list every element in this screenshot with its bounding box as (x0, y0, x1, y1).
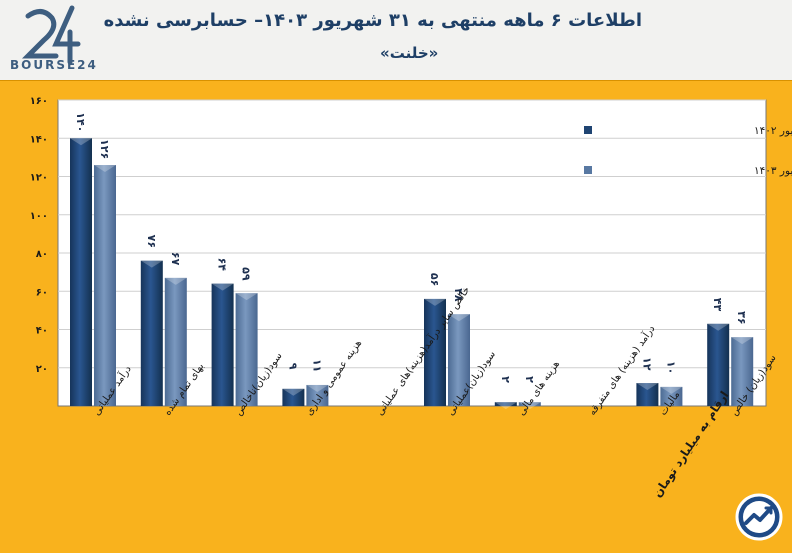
logo-text: BOURSE24 (10, 58, 98, 72)
bar-1403 (235, 293, 258, 406)
bar-cap (731, 337, 754, 345)
bar-cap (494, 402, 517, 410)
bar-cap (282, 388, 305, 396)
bar-1402 (494, 402, 517, 406)
bar-cap (140, 260, 163, 268)
bar-cap (164, 277, 187, 285)
y-tick-label: ۱۰۰ (30, 211, 48, 222)
bar-1403 (448, 314, 470, 406)
bars (70, 138, 754, 410)
chart-trend-badge (734, 492, 784, 542)
y-tick-label: ۲۰ (36, 364, 48, 375)
data-label: ۱۴۰ (74, 112, 87, 132)
bar-1402 (424, 298, 446, 406)
y-tick-label: ۸۰ (36, 249, 48, 260)
data-label: ۲ (523, 376, 536, 383)
bar-cap (448, 314, 470, 322)
data-label: ۱۲۶ (98, 139, 111, 159)
bar-1402 (707, 323, 730, 406)
y-tick-label: ۱۲۰ (30, 173, 48, 184)
legend-swatch (584, 126, 592, 134)
bar-cap (211, 283, 234, 291)
bar-1403 (731, 337, 754, 406)
bar-1402 (282, 388, 305, 406)
y-tick-label: ۴۰ (36, 326, 48, 337)
y-tick-label: ۱۴۰ (30, 134, 48, 145)
data-label: ۶۷ (169, 252, 182, 266)
bar-1402 (211, 283, 234, 406)
bar-1402 (70, 138, 92, 406)
bar-cap (636, 383, 659, 391)
y-tick-label: ۱۶۰ (30, 96, 48, 107)
data-label: ۴۸ (452, 288, 465, 302)
bar-cap (235, 293, 258, 301)
bar-cap (707, 323, 730, 331)
data-label: ۱۱ (310, 359, 323, 372)
data-label: ۷۶ (145, 235, 158, 248)
data-labels: ۱۴۰ ۱۲۶ ۷۶ ۶۷ ۶۴ ۵۹ ۹ ۱۱ ۵۶ ۴۸ ۲ ۲ ۱۲ ۱۰ ۴۳ ۳۶ (74, 112, 748, 383)
page-title: اطلاعات ۶ ماهه منتهی به ۳۱ شهریور ۱۴۰۳– … (103, 10, 642, 31)
data-label: ۶۴ (216, 258, 229, 272)
bar-cap (518, 402, 541, 410)
bar-cap (94, 165, 116, 173)
bar-cap (70, 138, 92, 146)
data-label: ۲ (499, 376, 512, 383)
legend-entry: عملکرد منتهی به شهریور ۱۴۰۲ (754, 125, 792, 137)
bar-cap (660, 386, 683, 394)
bar-cap (424, 298, 446, 306)
data-label: ۱۲ (640, 357, 653, 371)
bar-1403 (660, 386, 683, 406)
bar-1402 (140, 260, 163, 406)
bar-1402 (636, 383, 659, 406)
bar-1403 (518, 402, 541, 406)
data-label: ۴۳ (711, 298, 724, 312)
legend-entry: عملکرد منتهی به شهریور ۱۴۰۳ (754, 165, 792, 177)
data-label: ۵۹ (240, 267, 253, 281)
data-label: ۳۶ (735, 311, 748, 324)
company-name: «خلنت» (380, 44, 439, 62)
y-tick-label: ۶۰ (36, 287, 48, 298)
data-label: ۱۰ (664, 361, 677, 374)
data-label: ۵۶ (428, 273, 441, 286)
bar-1403 (94, 165, 116, 406)
y-axis: ۲۰ ۴۰ ۶۰ ۸۰ ۱۰۰ ۱۲۰ ۱۴۰ ۱۶۰ (30, 96, 48, 375)
bourse24-logo (6, 4, 90, 74)
bar-cap (306, 384, 329, 392)
bar-1403 (306, 384, 329, 406)
legend: عملکرد منتهی به شهریور ۱۴۰۲ عملکرد منتهی … (584, 125, 792, 177)
data-label: ۹ (286, 363, 299, 370)
bar-1403 (164, 277, 187, 406)
legend-swatch (584, 166, 592, 174)
